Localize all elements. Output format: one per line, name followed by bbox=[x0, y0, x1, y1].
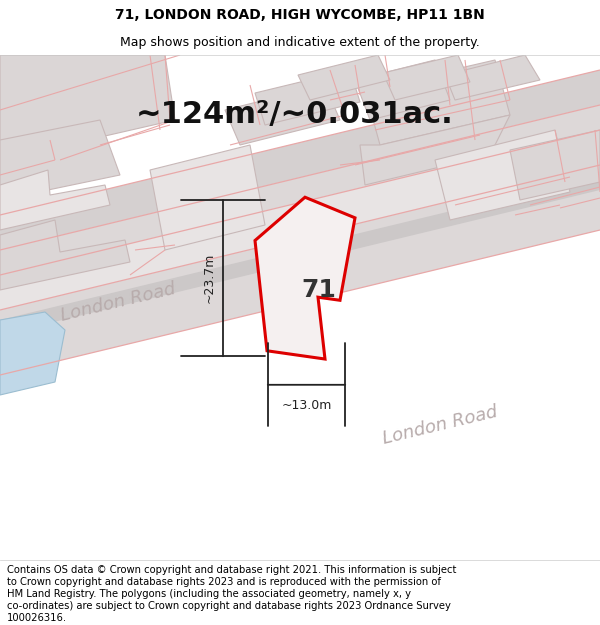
Polygon shape bbox=[0, 120, 120, 200]
Polygon shape bbox=[255, 70, 360, 125]
Polygon shape bbox=[0, 55, 165, 140]
Polygon shape bbox=[510, 130, 600, 200]
Text: ~13.0m: ~13.0m bbox=[281, 399, 332, 412]
Text: Map shows position and indicative extent of the property.: Map shows position and indicative extent… bbox=[120, 36, 480, 49]
Text: to Crown copyright and database rights 2023 and is reproduced with the permissio: to Crown copyright and database rights 2… bbox=[7, 577, 441, 587]
Text: 71: 71 bbox=[302, 278, 337, 302]
Polygon shape bbox=[0, 105, 600, 275]
Polygon shape bbox=[298, 55, 390, 100]
Text: London Road: London Road bbox=[59, 279, 178, 324]
Polygon shape bbox=[225, 85, 340, 145]
Polygon shape bbox=[0, 312, 65, 395]
Polygon shape bbox=[0, 175, 600, 335]
Polygon shape bbox=[435, 130, 570, 220]
Polygon shape bbox=[0, 220, 130, 290]
Text: HM Land Registry. The polygons (including the associated geometry, namely x, y: HM Land Registry. The polygons (includin… bbox=[7, 589, 411, 599]
Text: ~124m²/~0.031ac.: ~124m²/~0.031ac. bbox=[136, 101, 454, 129]
Text: 100026316.: 100026316. bbox=[7, 612, 67, 622]
Polygon shape bbox=[255, 198, 355, 359]
Polygon shape bbox=[360, 115, 510, 185]
Polygon shape bbox=[0, 130, 600, 310]
Text: co-ordinates) are subject to Crown copyright and database rights 2023 Ordnance S: co-ordinates) are subject to Crown copyr… bbox=[7, 601, 451, 611]
Polygon shape bbox=[445, 55, 540, 100]
Polygon shape bbox=[355, 60, 450, 120]
Polygon shape bbox=[0, 55, 175, 160]
Text: ~23.7m: ~23.7m bbox=[203, 253, 216, 303]
Polygon shape bbox=[383, 55, 470, 100]
Polygon shape bbox=[0, 165, 600, 375]
Text: 71, LONDON ROAD, HIGH WYCOMBE, HP11 1BN: 71, LONDON ROAD, HIGH WYCOMBE, HP11 1BN bbox=[115, 8, 485, 22]
Polygon shape bbox=[365, 60, 510, 145]
Polygon shape bbox=[150, 145, 265, 250]
Text: Contains OS data © Crown copyright and database right 2021. This information is : Contains OS data © Crown copyright and d… bbox=[7, 564, 457, 574]
Text: London Road: London Road bbox=[380, 402, 499, 448]
Polygon shape bbox=[0, 170, 110, 230]
Polygon shape bbox=[0, 70, 600, 250]
